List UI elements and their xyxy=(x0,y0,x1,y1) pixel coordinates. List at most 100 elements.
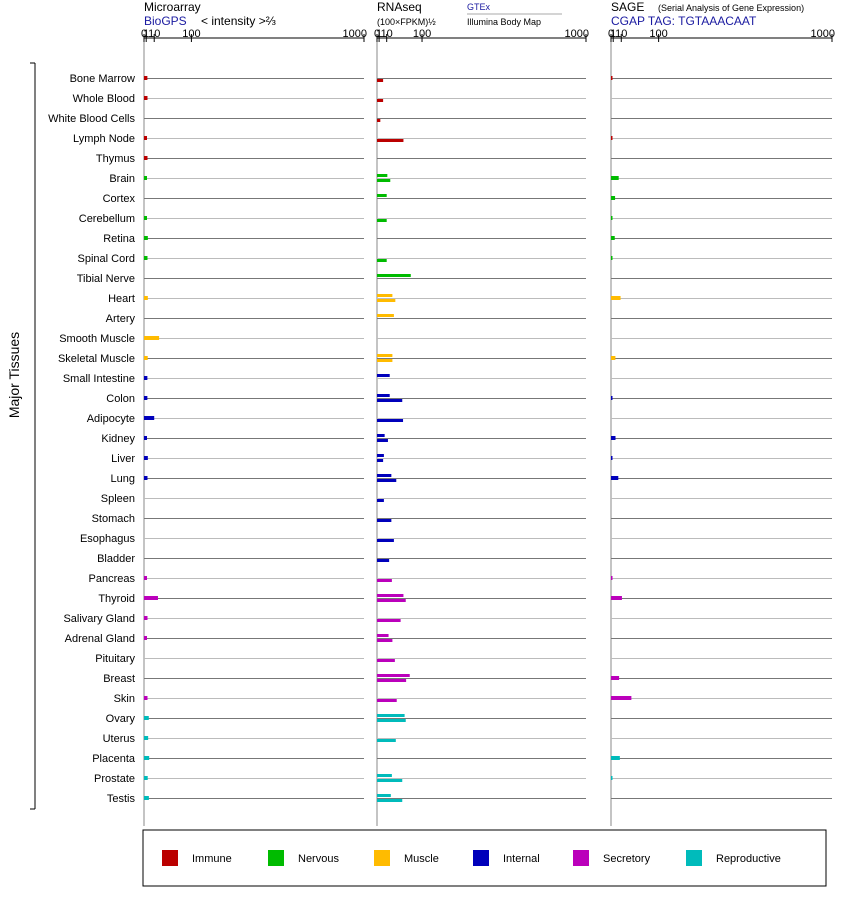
microarray-bar xyxy=(144,436,148,440)
illumina-bar xyxy=(377,299,396,302)
sage-bar xyxy=(611,676,620,680)
microarray-bar xyxy=(144,596,158,600)
illumina-bar xyxy=(377,419,404,422)
sage-bar xyxy=(611,136,613,140)
microarray-tick-label: 10 xyxy=(148,28,160,40)
tissue-label: Ovary xyxy=(106,713,136,725)
gtex-bar xyxy=(377,594,404,597)
tissue-label: Kidney xyxy=(101,433,135,445)
legend-swatch xyxy=(473,850,489,866)
illumina-bar xyxy=(377,659,395,662)
legend-item-nervous: Nervous xyxy=(268,850,339,866)
rnaseq-source-ibm: Illumina Body Map xyxy=(467,17,541,27)
gtex-bar xyxy=(377,194,387,197)
legend-item-immune: Immune xyxy=(162,850,232,866)
microarray-bar xyxy=(144,756,150,760)
sage-bar xyxy=(611,776,613,780)
sage-bar xyxy=(611,216,613,220)
microarray-bar xyxy=(144,76,148,80)
tissue-label: Adipocyte xyxy=(87,413,135,425)
illumina-bar xyxy=(377,439,388,442)
illumina-bar xyxy=(377,679,407,682)
gtex-bar xyxy=(377,394,390,397)
tissue-label: Colon xyxy=(106,393,135,405)
illumina-bar xyxy=(377,359,393,362)
tissue-label: Bladder xyxy=(97,553,135,565)
tissue-label: Thyroid xyxy=(98,593,135,605)
illumina-bar xyxy=(377,519,392,522)
sage-tick-label: 0 xyxy=(608,28,614,40)
tissue-label: Prostate xyxy=(94,773,135,785)
microarray-bar xyxy=(144,416,155,420)
illumina-bar xyxy=(377,479,397,482)
microarray-bar xyxy=(144,616,148,620)
sage-bar xyxy=(611,296,621,300)
sage-bar xyxy=(611,396,613,400)
illumina-bar xyxy=(377,739,396,742)
illumina-bar xyxy=(377,639,393,642)
rnaseq-source-gtex: GTEx xyxy=(467,2,491,12)
legend-swatch xyxy=(686,850,702,866)
tissue-label: Stomach xyxy=(92,513,135,525)
microarray-source: BioGPS xyxy=(144,14,187,28)
tissue-label: Cerebellum xyxy=(79,213,135,225)
illumina-bar xyxy=(377,139,404,142)
gtex-bar xyxy=(377,454,384,457)
legend-label: Reproductive xyxy=(716,853,781,865)
gtex-bar xyxy=(377,294,393,297)
legend-swatch xyxy=(374,850,390,866)
illumina-bar xyxy=(377,799,403,802)
legend-swatch xyxy=(573,850,589,866)
legend-item-secretory: Secretory xyxy=(573,850,651,866)
legend-label: Immune xyxy=(192,853,232,865)
gtex-bar xyxy=(377,274,411,277)
sage-tick-label: 100 xyxy=(649,28,667,40)
illumina-bar xyxy=(377,539,394,542)
illumina-bar xyxy=(377,399,403,402)
tissue-label: Artery xyxy=(106,313,136,325)
tissue-label: Pancreas xyxy=(89,573,136,585)
tissue-label: Brain xyxy=(109,173,135,185)
microarray-tick-label: 1 xyxy=(143,28,149,40)
rnaseq-tick-label: 1000 xyxy=(565,28,589,40)
microarray-bar xyxy=(144,776,148,780)
rnaseq-tick-label: 0 xyxy=(374,28,380,40)
legend-label: Muscle xyxy=(404,853,439,865)
microarray-bar xyxy=(144,576,148,580)
legend-swatch xyxy=(162,850,178,866)
tissue-label: Salivary Gland xyxy=(63,613,135,625)
sage-bar xyxy=(611,236,615,240)
microarray-bar xyxy=(144,736,149,740)
sage-bar xyxy=(611,696,632,700)
gtex-bar xyxy=(377,434,385,437)
sage-tag: CGAP TAG: TGTAAACAAT xyxy=(611,14,757,28)
illumina-bar xyxy=(377,599,406,602)
microarray-tick-label: 1000 xyxy=(343,28,367,40)
tissue-label: Bone Marrow xyxy=(70,73,135,85)
sage-bar xyxy=(611,256,613,260)
tissue-label: Placenta xyxy=(92,753,136,765)
rnaseq-tick-label: 1 xyxy=(376,28,382,40)
sage-bar xyxy=(611,456,613,460)
illumina-bar xyxy=(377,459,384,462)
tissue-label: Thymus xyxy=(96,153,136,165)
microarray-bar xyxy=(144,296,148,300)
bars-layer xyxy=(144,76,632,802)
tissue-label: Retina xyxy=(103,233,136,245)
microarray-bar xyxy=(144,236,148,240)
illumina-bar xyxy=(377,719,406,722)
illumina-bar xyxy=(377,699,397,702)
legend-item-reproductive: Reproductive xyxy=(686,850,781,866)
legend-swatch xyxy=(268,850,284,866)
rnaseq-tick-label: 10 xyxy=(381,28,393,40)
tissue-label: Heart xyxy=(108,293,135,305)
tissue-label: White Blood Cells xyxy=(48,113,135,125)
microarray-bar xyxy=(144,136,148,140)
sage-bar xyxy=(611,76,613,80)
microarray-bar xyxy=(144,156,148,160)
microarray-bar xyxy=(144,456,148,460)
y-axis-bracket xyxy=(30,62,36,810)
